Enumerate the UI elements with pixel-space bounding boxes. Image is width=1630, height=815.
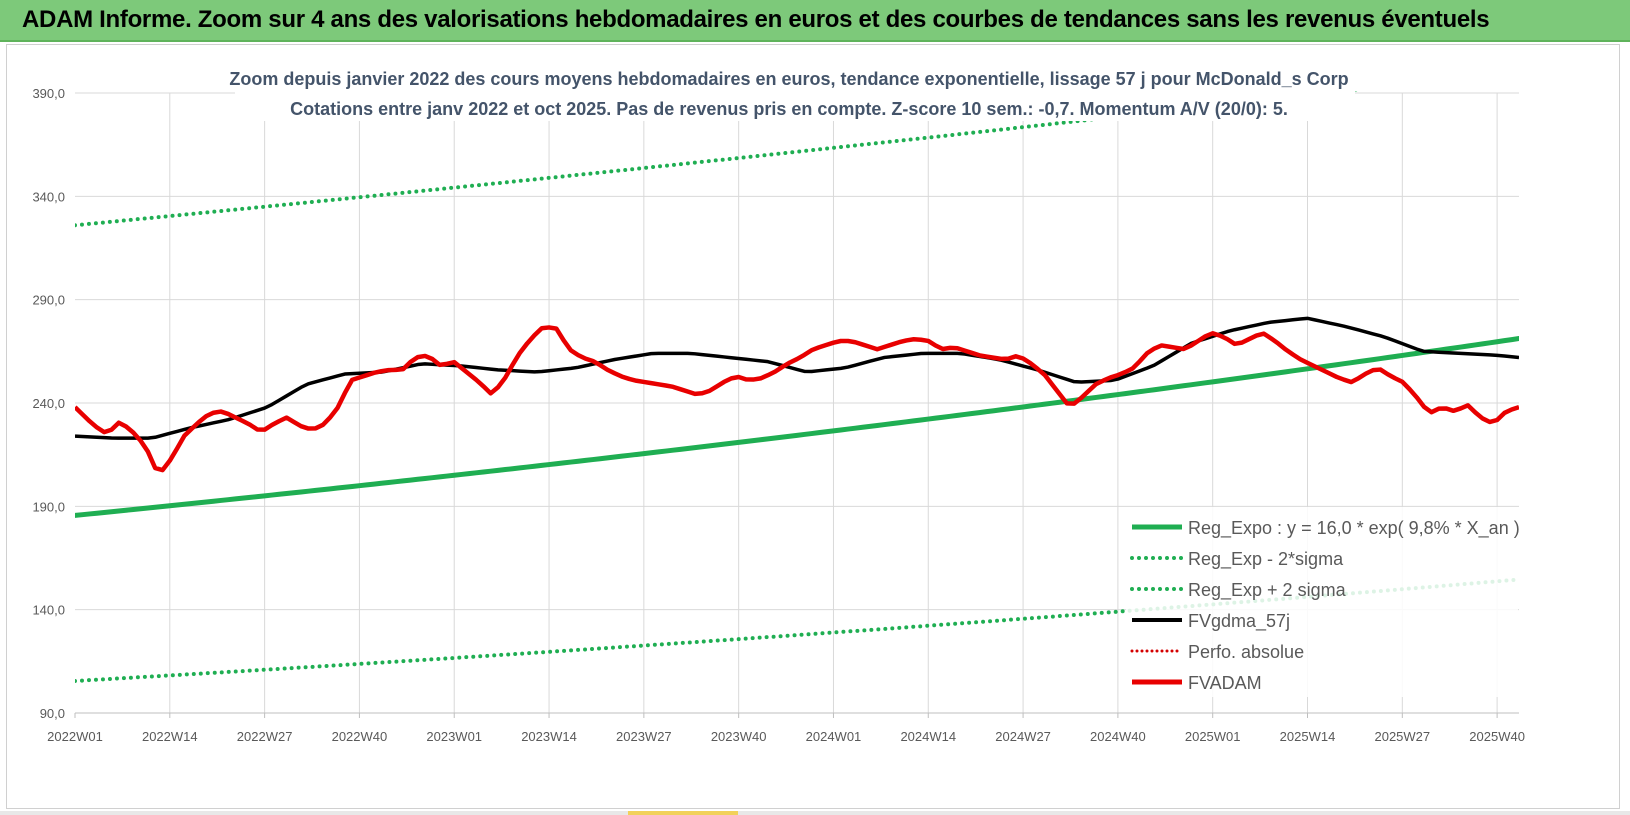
- x-tick-label: 2024W01: [806, 729, 862, 744]
- line-chart: Zoom depuis janvier 2022 des cours moyen…: [32, 61, 1525, 744]
- x-tick-label: 2022W27: [237, 729, 293, 744]
- legend-label: FVADAM: [1188, 673, 1262, 693]
- x-tick-label: 2024W27: [995, 729, 1051, 744]
- y-axis: 390,0 340,0 290,0 240,0 190,0 140,0 90,0: [32, 86, 65, 721]
- y-tick-label: 190,0: [32, 499, 65, 514]
- report-title: ADAM Informe. Zoom sur 4 ans des valoris…: [22, 6, 1490, 33]
- legend-label: Reg_Expo : y = 16,0 * exp( 9,8% * X_an ): [1188, 518, 1520, 539]
- footer-bar: [0, 811, 1630, 815]
- y-tick-label: 90,0: [40, 706, 65, 721]
- chart-title-line1: Zoom depuis janvier 2022 des cours moyen…: [229, 69, 1348, 89]
- series-fvgdma-57j: [75, 316, 1519, 440]
- series-fvadam: [75, 325, 1519, 473]
- chart-title-line2: Cotations entre janv 2022 et oct 2025. P…: [290, 99, 1288, 119]
- x-tick-label: 2025W01: [1185, 729, 1241, 744]
- y-tick-label: 140,0: [32, 603, 65, 618]
- legend-label: FVgdma_57j: [1188, 611, 1290, 632]
- x-tick-label: 2022W01: [47, 729, 103, 744]
- x-tick-label: 2024W40: [1090, 729, 1146, 744]
- x-tick-label: 2022W40: [332, 729, 388, 744]
- y-tick-label: 240,0: [32, 396, 65, 411]
- chart-frame: Zoom depuis janvier 2022 des cours moyen…: [6, 44, 1620, 809]
- x-axis: 2022W01 2022W14 2022W27 2022W40 2023W01 2023W…: [47, 712, 1525, 744]
- legend-label: Reg_Exp + 2 sigma: [1188, 580, 1347, 601]
- legend-label: Reg_Exp - 2*sigma: [1188, 549, 1344, 570]
- x-tick-label: 2025W40: [1469, 729, 1525, 744]
- x-tick-label: 2023W27: [616, 729, 672, 744]
- x-tick-label: 2023W40: [711, 729, 767, 744]
- x-tick-label: 2023W01: [426, 729, 482, 744]
- y-tick-label: 290,0: [32, 293, 65, 308]
- x-tick-label: 2025W27: [1374, 729, 1430, 744]
- x-tick-label: 2022W14: [142, 729, 198, 744]
- y-tick-label: 340,0: [32, 189, 65, 204]
- x-tick-label: 2025W14: [1280, 729, 1336, 744]
- x-tick-label: 2024W14: [900, 729, 956, 744]
- report-banner: ADAM Informe. Zoom sur 4 ans des valoris…: [0, 0, 1630, 42]
- footer-accent: [628, 811, 738, 815]
- legend: Reg_Expo : y = 16,0 * exp( 9,8% * X_an )…: [1126, 507, 1520, 697]
- x-tick-label: 2023W14: [521, 729, 577, 744]
- title-background: [235, 61, 1355, 121]
- series-reg-expo: [75, 336, 1519, 518]
- y-tick-label: 390,0: [32, 86, 65, 101]
- legend-label: Perfo. absolue: [1188, 642, 1304, 662]
- legend-background: [1126, 507, 1518, 697]
